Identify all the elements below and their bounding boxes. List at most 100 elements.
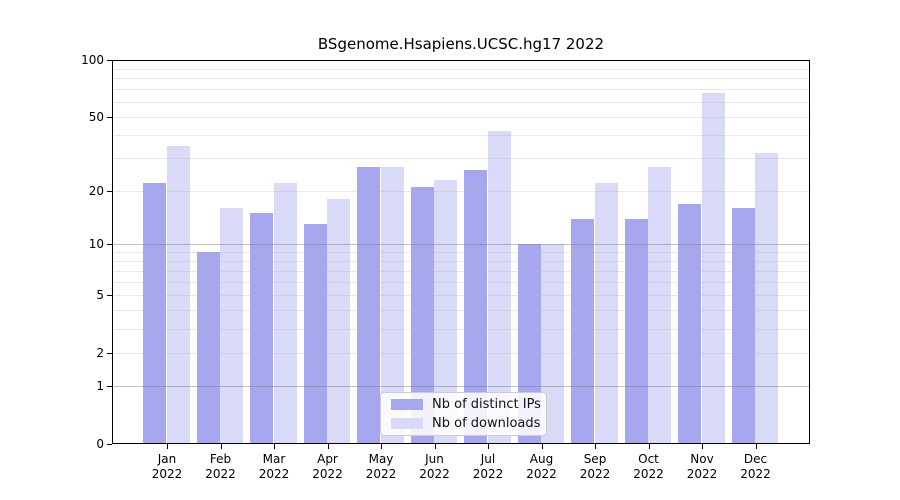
minor-gridline bbox=[113, 328, 809, 330]
minor-gridline bbox=[113, 116, 809, 118]
bar-downloads-oct bbox=[648, 166, 671, 444]
x-tick-month: May bbox=[368, 452, 394, 466]
bar-distinct-ips-jun bbox=[410, 186, 434, 444]
y-tick-label: 1 bbox=[96, 379, 104, 394]
x-tick-mark bbox=[274, 444, 275, 449]
x-tick-mark bbox=[434, 444, 436, 449]
plot-frame bbox=[112, 60, 810, 444]
x-tick-month: Dec bbox=[743, 452, 768, 466]
x-tick-month: Mar bbox=[262, 452, 286, 466]
y-tick-label: 2 bbox=[96, 345, 104, 360]
x-tick-mark bbox=[702, 444, 703, 449]
x-tick-label: Aug 2022 bbox=[510, 452, 574, 482]
minor-gridline bbox=[113, 101, 809, 103]
x-tick-mark bbox=[167, 444, 168, 449]
legend-item-downloads: Nb of downloads bbox=[381, 416, 546, 431]
x-tick-mark bbox=[381, 444, 382, 449]
x-tick-year: 2022 bbox=[472, 467, 504, 481]
y-tick-label: 10 bbox=[88, 237, 104, 252]
y-tick-mark bbox=[107, 352, 112, 354]
x-tick-mark bbox=[541, 444, 543, 449]
x-tick-month: Jun bbox=[425, 452, 444, 466]
x-tick-year: 2022 bbox=[312, 467, 343, 481]
bar-distinct-ips-nov bbox=[678, 203, 701, 444]
x-tick-year: 2022 bbox=[365, 467, 397, 481]
chart-title: BSgenome.Hsapiens.UCSC.hg17 2022 bbox=[317, 35, 605, 53]
bar-downloads-dec bbox=[755, 153, 778, 444]
legend-label-downloads: Nb of downloads bbox=[432, 416, 541, 431]
y-tick-label: 20 bbox=[88, 183, 104, 198]
x-tick-label: Oct 2022 bbox=[617, 452, 681, 482]
bar-downloads-sep bbox=[594, 183, 618, 444]
y-tick-label: 0 bbox=[96, 437, 104, 451]
x-tick-year: 2022 bbox=[633, 467, 664, 481]
x-tick-mark bbox=[648, 444, 650, 449]
bar-downloads-nov bbox=[701, 92, 725, 444]
bar-distinct-ips-jul bbox=[464, 169, 487, 444]
bar-downloads-jul bbox=[487, 131, 511, 444]
bar-distinct-ips-jan bbox=[143, 183, 166, 444]
y-tick-mark bbox=[107, 294, 112, 296]
minor-gridline bbox=[113, 252, 809, 254]
x-tick-month: Feb bbox=[209, 452, 232, 466]
legend-swatch-downloads bbox=[391, 418, 423, 429]
x-tick-year: 2022 bbox=[686, 467, 718, 481]
x-tick-year: 2022 bbox=[419, 467, 450, 481]
y-tick-mark bbox=[107, 116, 112, 118]
y-tick-mark bbox=[107, 444, 112, 445]
x-tick-label: Nov 2022 bbox=[670, 452, 734, 482]
minor-gridline bbox=[113, 261, 809, 263]
x-tick-month: Apr bbox=[317, 452, 338, 466]
bar-downloads-may bbox=[380, 166, 404, 444]
bar-downloads-feb bbox=[220, 208, 243, 444]
x-tick-label: Jan 2022 bbox=[135, 452, 199, 482]
legend-label-distinct-ips: Nb of distinct IPs bbox=[432, 397, 541, 412]
minor-gridline bbox=[113, 352, 809, 354]
y-tick-mark bbox=[107, 386, 112, 388]
x-tick-month: Oct bbox=[638, 452, 659, 466]
y-tick-label: 100 bbox=[81, 53, 104, 67]
x-tick-year: 2022 bbox=[205, 467, 236, 481]
minor-gridline bbox=[113, 158, 809, 160]
x-tick-mark bbox=[220, 444, 222, 449]
minor-gridline bbox=[113, 89, 809, 91]
x-tick-year: 2022 bbox=[151, 467, 183, 481]
legend-item-distinct-ips: Nb of distinct IPs bbox=[381, 397, 546, 412]
minor-gridline bbox=[113, 282, 809, 284]
bar-downloads-jan bbox=[166, 145, 190, 444]
x-tick-mark bbox=[327, 444, 329, 449]
x-tick-month: Jul bbox=[480, 452, 496, 466]
x-tick-label: Sep 2022 bbox=[563, 452, 627, 482]
bar-distinct-ips-dec bbox=[731, 208, 755, 444]
legend-swatch-distinct-ips bbox=[391, 399, 423, 410]
x-tick-year: 2022 bbox=[740, 467, 771, 481]
x-tick-label: Dec 2022 bbox=[724, 452, 788, 482]
bar-distinct-ips-feb bbox=[196, 252, 220, 444]
x-tick-label: Mar 2022 bbox=[242, 452, 306, 482]
x-tick-label: Apr 2022 bbox=[296, 452, 360, 482]
x-tick-mark bbox=[488, 444, 489, 449]
x-tick-label: Feb 2022 bbox=[189, 452, 253, 482]
minor-gridline bbox=[113, 190, 809, 192]
y-tick-label: 5 bbox=[96, 287, 104, 302]
x-tick-label: May 2022 bbox=[349, 452, 413, 482]
y-tick-mark bbox=[107, 190, 112, 192]
minor-gridline bbox=[113, 135, 809, 136]
minor-gridline bbox=[113, 78, 809, 80]
x-tick-year: 2022 bbox=[579, 467, 611, 481]
bar-downloads-mar bbox=[273, 183, 297, 444]
major-gridline bbox=[113, 244, 809, 246]
minor-gridline bbox=[113, 310, 809, 312]
x-tick-month: Nov bbox=[690, 452, 714, 466]
x-tick-label: Jun 2022 bbox=[403, 452, 467, 482]
bar-distinct-ips-oct bbox=[624, 218, 648, 444]
x-tick-year: 2022 bbox=[526, 467, 557, 481]
x-tick-month: Jan bbox=[157, 452, 177, 466]
minor-gridline bbox=[113, 270, 809, 272]
x-tick-mark bbox=[755, 444, 757, 449]
x-tick-year: 2022 bbox=[258, 467, 290, 481]
bar-distinct-ips-mar bbox=[250, 213, 273, 444]
y-tick-label: 50 bbox=[88, 109, 104, 124]
